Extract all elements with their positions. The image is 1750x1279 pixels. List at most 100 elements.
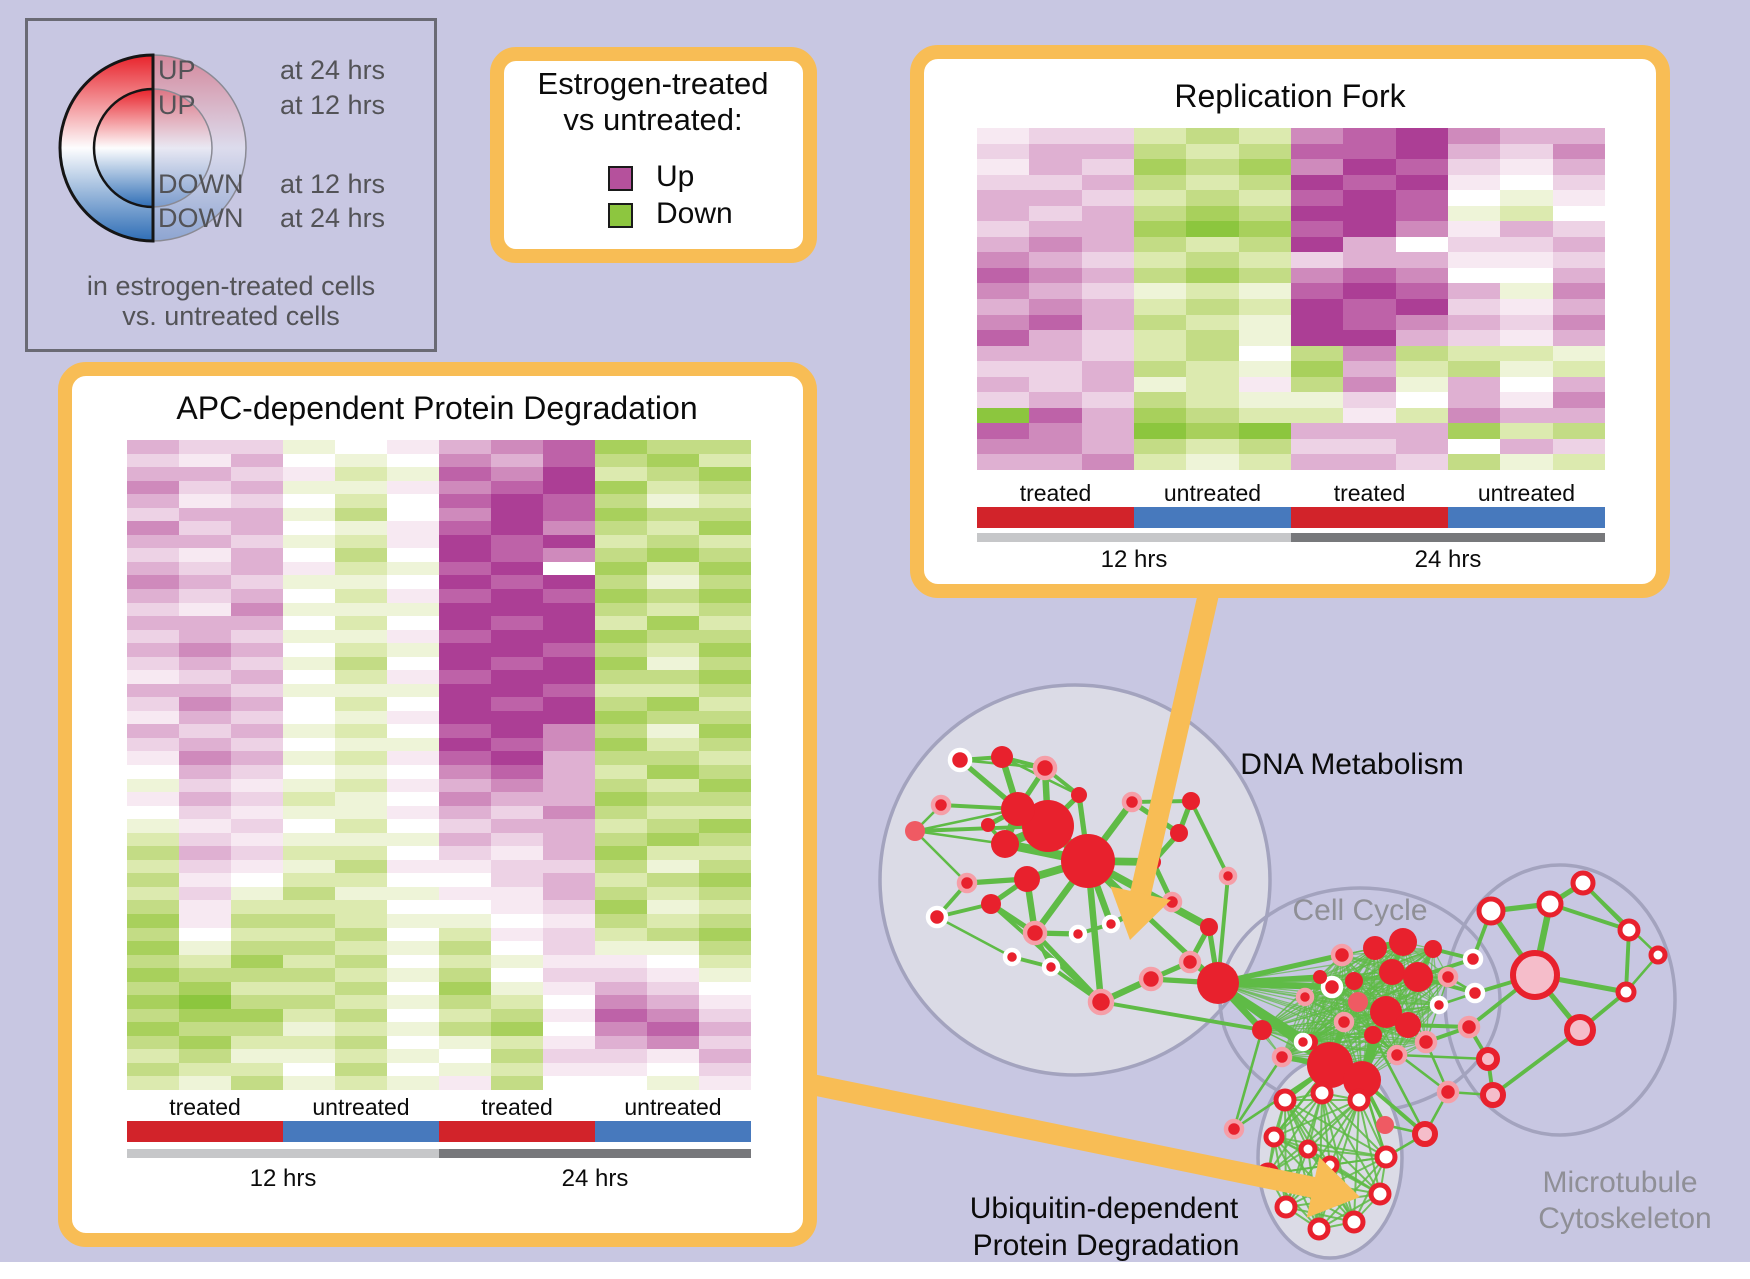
- heatmap-cell: [1029, 190, 1082, 206]
- heatmap-cell: [439, 954, 491, 969]
- heatmap-cell: [543, 697, 595, 711]
- heatmap-cell: [127, 1049, 179, 1063]
- gene-node: [1403, 962, 1433, 992]
- heatmap-cell: [1447, 205, 1501, 222]
- heatmap-cell: [179, 1008, 231, 1023]
- heatmap-cell: [543, 968, 595, 982]
- heatmap-cell: [1238, 128, 1291, 144]
- heatmap-cell: [387, 737, 439, 752]
- heatmap-cell: [543, 724, 595, 738]
- heatmap-cell: [1290, 190, 1344, 206]
- heatmap-cell: [387, 683, 439, 698]
- heatmap-cell: [387, 575, 439, 589]
- heatmap-cell: [1290, 454, 1344, 470]
- heatmap-cell: [595, 792, 647, 806]
- gene-node: [1457, 1015, 1481, 1039]
- heatmap-cell: [283, 900, 335, 914]
- heatmap-cell: [335, 751, 387, 765]
- heatmap-cell: [1133, 190, 1187, 206]
- heatmap-cell: [1081, 252, 1134, 268]
- heatmap-cell: [1552, 361, 1605, 377]
- network-edge: [1281, 996, 1306, 1058]
- heatmap-cell: [127, 1062, 179, 1077]
- heatmap-cell: [1238, 438, 1291, 455]
- heatmap-cell: [1395, 159, 1448, 175]
- heatmap-cell: [387, 480, 439, 495]
- gene-node: [1389, 928, 1417, 956]
- heatmap-cell: [595, 751, 647, 765]
- rf-time-12: 12 hrs: [1100, 546, 1168, 573]
- heatmap-cell: [335, 548, 387, 562]
- heatmap-cell: [1395, 190, 1448, 206]
- heatmap-cell: [1133, 221, 1187, 237]
- heatmap-cell: [699, 683, 751, 698]
- heatmap-cell: [491, 575, 543, 589]
- heatmap-cell: [231, 873, 283, 887]
- heatmap-cell: [127, 751, 179, 765]
- group-label: untreated: [624, 1094, 722, 1120]
- heatmap-cell: [1290, 252, 1344, 268]
- ring-legend-box: [25, 18, 437, 352]
- heatmap-cell: [439, 643, 491, 657]
- heatmap-cell: [1343, 205, 1396, 222]
- gene-node: [1061, 834, 1115, 888]
- heatmap-cell: [595, 873, 647, 887]
- heatmap-cell: [335, 561, 387, 576]
- heatmap-cell: [543, 440, 595, 454]
- heatmap-cell: [491, 954, 543, 969]
- gene-node: [947, 747, 973, 773]
- heatmap-cell: [283, 724, 335, 738]
- heatmap-cell: [127, 656, 179, 671]
- gene-node: [1476, 896, 1506, 926]
- heatmap-cell: [335, 467, 387, 481]
- heatmap-cell: [283, 480, 335, 495]
- heatmap-cell: [439, 629, 491, 644]
- heatmap-cell: [491, 643, 543, 657]
- heatmap-cell: [439, 453, 491, 468]
- heatmap-cell: [387, 765, 439, 779]
- heatmap-cell: [387, 954, 439, 969]
- heatmap-cell: [231, 1062, 283, 1077]
- gene-node: [1343, 1061, 1381, 1099]
- heatmap-cell: [699, 1035, 751, 1050]
- gene-node: [1342, 1210, 1366, 1234]
- heatmap-cell: [231, 467, 283, 481]
- heatmap-cell: [1238, 143, 1291, 160]
- heatmap-cell: [595, 1022, 647, 1036]
- heatmap-cell: [1343, 345, 1396, 362]
- rf-time-bar: [977, 533, 1605, 542]
- heatmap-cell: [387, 927, 439, 942]
- heatmap-cell: [387, 643, 439, 657]
- heatmap-cell: [335, 941, 387, 955]
- heatmap-cell: [543, 480, 595, 495]
- heatmap-cell: [439, 494, 491, 508]
- heatmap-cell: [439, 927, 491, 942]
- heatmap-cell: [335, 1008, 387, 1023]
- heatmap-cell: [647, 737, 699, 752]
- heatmap-cell: [977, 376, 1030, 393]
- network-edge: [1304, 996, 1440, 1006]
- network-edge: [1321, 1092, 1387, 1158]
- heatmap-cell: [647, 616, 699, 630]
- heatmap-cell: [1029, 330, 1082, 346]
- heatmap-cell: [439, 1062, 491, 1077]
- heatmap-cell: [179, 494, 231, 508]
- ring-label-down-24: DOWN: [158, 203, 244, 233]
- heatmap-cell: [179, 1049, 231, 1063]
- heatmap-cell: [335, 602, 387, 617]
- heatmap-cell: [179, 507, 231, 522]
- heatmap-cell: [977, 236, 1030, 253]
- gene-node: [1298, 1139, 1318, 1159]
- heatmap-cell: [1500, 128, 1553, 144]
- heatmap-cell: [387, 697, 439, 711]
- up-down-ring-diagram-icon: [58, 53, 247, 243]
- heatmap-cell: [283, 1076, 335, 1090]
- heatmap-cell: [595, 832, 647, 847]
- heatmap-cell: [335, 1035, 387, 1050]
- heatmap-cell: [595, 819, 647, 833]
- heatmap-cell: [647, 683, 699, 698]
- heatmap-cell: [387, 548, 439, 562]
- heatmap-cell: [595, 683, 647, 698]
- heatmap-cell: [647, 886, 699, 901]
- heatmap-cell: [335, 480, 387, 495]
